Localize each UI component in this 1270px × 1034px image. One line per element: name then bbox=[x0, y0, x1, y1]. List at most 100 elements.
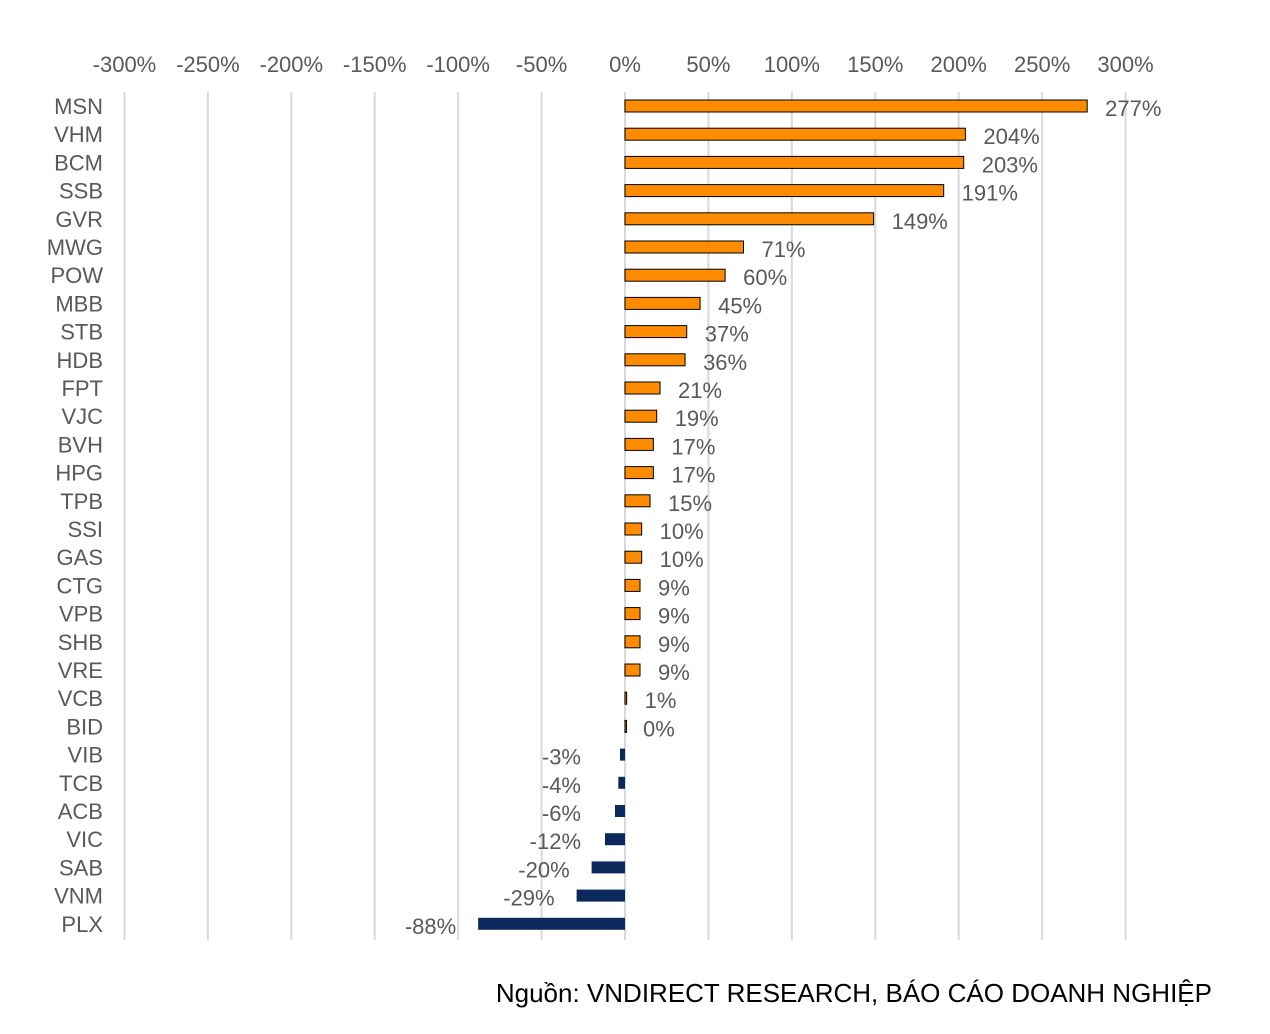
category-label: MWG bbox=[47, 235, 103, 260]
bar bbox=[624, 719, 627, 733]
data-label: 60% bbox=[743, 265, 787, 290]
data-label: -3% bbox=[542, 745, 581, 770]
data-label: 191% bbox=[962, 181, 1018, 206]
category-label: CTG bbox=[57, 573, 103, 598]
category-label: SHB bbox=[58, 630, 103, 655]
source-note: Nguồn: VNDIRECT RESEARCH, BÁO CÁO DOANH … bbox=[495, 978, 1212, 1008]
category-label: VHM bbox=[54, 122, 103, 147]
bar bbox=[624, 409, 658, 423]
chart: -300% -250% -200% -150% -100% -50% 0% 50% 100% 15… bbox=[47, 52, 1161, 940]
x-tick-label: 0% bbox=[609, 52, 641, 77]
category-label: BID bbox=[66, 714, 103, 739]
bar bbox=[624, 99, 1088, 113]
bar bbox=[624, 296, 701, 310]
x-tick-label: -300% bbox=[93, 52, 157, 77]
category-label: VIB bbox=[68, 743, 103, 768]
category-label: GAS bbox=[57, 545, 103, 570]
data-label: 277% bbox=[1105, 96, 1161, 121]
category-label: HPG bbox=[55, 461, 103, 486]
data-label: 9% bbox=[658, 575, 690, 600]
data-label: -12% bbox=[530, 829, 581, 854]
category-label: SSI bbox=[68, 517, 103, 542]
data-label: -88% bbox=[405, 914, 456, 939]
data-label: 45% bbox=[718, 293, 762, 318]
data-label: -6% bbox=[542, 801, 581, 826]
data-label: 149% bbox=[892, 209, 948, 234]
x-tick-label: -250% bbox=[176, 52, 240, 77]
bar bbox=[624, 663, 641, 677]
x-tick-label: -200% bbox=[260, 52, 324, 77]
data-label: 71% bbox=[761, 237, 805, 262]
data-label: 0% bbox=[643, 716, 675, 741]
bar bbox=[624, 607, 641, 621]
category-label: MSN bbox=[54, 94, 103, 119]
category-label: PLX bbox=[61, 912, 103, 937]
category-label: MBB bbox=[55, 291, 103, 316]
data-label: 17% bbox=[671, 434, 715, 459]
category-label: GVR bbox=[55, 207, 103, 232]
category-label: HDB bbox=[57, 348, 103, 373]
bar bbox=[624, 494, 651, 508]
bar bbox=[624, 212, 875, 226]
x-tick-label: -150% bbox=[343, 52, 407, 77]
bar bbox=[624, 522, 643, 536]
data-label: 204% bbox=[983, 124, 1039, 149]
x-tick-label: -50% bbox=[516, 52, 567, 77]
bar bbox=[624, 381, 661, 395]
x-tick-label: 100% bbox=[764, 52, 820, 77]
bar bbox=[624, 691, 628, 705]
x-tick-label: 200% bbox=[931, 52, 987, 77]
bar bbox=[604, 833, 625, 846]
bar bbox=[624, 155, 965, 169]
category-label: VCB bbox=[58, 686, 103, 711]
data-label: 10% bbox=[660, 519, 704, 544]
bar bbox=[624, 184, 945, 198]
bar bbox=[624, 578, 641, 592]
category-label: VJC bbox=[61, 404, 103, 429]
data-label: -20% bbox=[518, 857, 569, 882]
category-label: SAB bbox=[59, 855, 103, 880]
category-label: VIC bbox=[66, 827, 103, 852]
category-label: VPB bbox=[59, 602, 103, 627]
bar bbox=[591, 861, 625, 874]
bar bbox=[618, 776, 625, 789]
x-tick-label: 50% bbox=[686, 52, 730, 77]
data-label: -29% bbox=[503, 886, 554, 911]
category-label: VRE bbox=[58, 658, 103, 683]
data-label: 1% bbox=[645, 688, 677, 713]
category-label: TPB bbox=[60, 489, 103, 514]
bar bbox=[619, 748, 625, 761]
data-label: -4% bbox=[542, 773, 581, 798]
category-label: POW bbox=[50, 263, 103, 288]
bar bbox=[624, 635, 641, 649]
bar bbox=[624, 240, 744, 254]
bar bbox=[624, 325, 688, 339]
data-label: 36% bbox=[703, 350, 747, 375]
bar bbox=[624, 437, 654, 451]
x-tick-label: -100% bbox=[426, 52, 490, 77]
data-label: 9% bbox=[658, 604, 690, 629]
bar bbox=[624, 353, 686, 367]
bar bbox=[576, 889, 625, 902]
bar bbox=[624, 127, 966, 141]
x-tick-label: 250% bbox=[1014, 52, 1070, 77]
bar bbox=[624, 466, 654, 480]
x-tick-label: 300% bbox=[1097, 52, 1153, 77]
data-label: 37% bbox=[705, 322, 749, 347]
category-label: VNM bbox=[54, 884, 103, 909]
x-tick-label: 150% bbox=[847, 52, 903, 77]
category-label: BVH bbox=[58, 432, 103, 457]
data-label: 203% bbox=[982, 152, 1038, 177]
category-label: TCB bbox=[59, 771, 103, 796]
bar-chart-svg: -300% -250% -200% -150% -100% -50% 0% 50% 100% 15… bbox=[47, 52, 1161, 940]
bar bbox=[614, 805, 625, 817]
category-label: FPT bbox=[61, 376, 103, 401]
data-label: 15% bbox=[668, 491, 712, 516]
bar bbox=[478, 917, 625, 930]
data-label: 10% bbox=[660, 547, 704, 572]
bar bbox=[624, 550, 643, 564]
data-label: 19% bbox=[675, 406, 719, 431]
category-label: SSB bbox=[59, 179, 103, 204]
category-label: BCM bbox=[54, 150, 103, 175]
bar bbox=[624, 268, 726, 282]
